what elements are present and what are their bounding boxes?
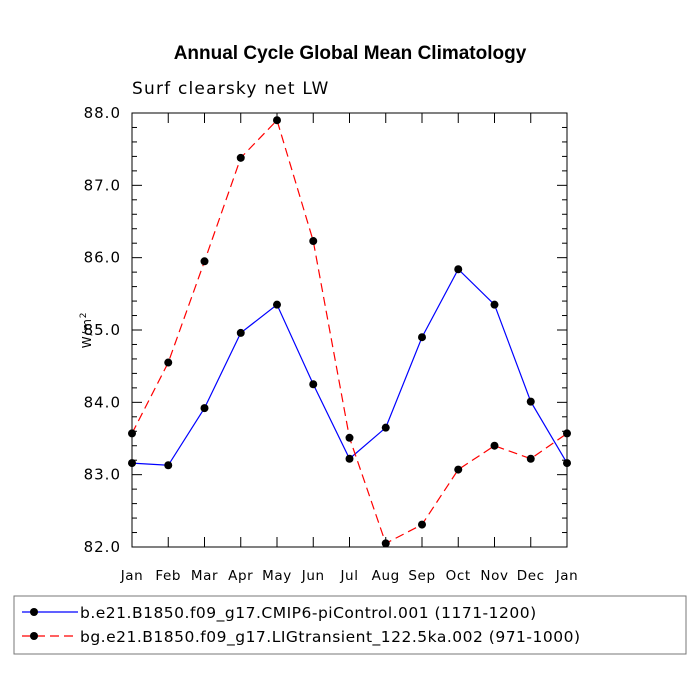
y-axis-label-base: W/m: [80, 318, 94, 348]
x-tick-label: Apr: [228, 568, 253, 584]
series-1-point: [164, 461, 173, 470]
series-2-point: [200, 257, 209, 266]
series-line-2: [131, 119, 568, 545]
x-tick-label: Jan: [555, 568, 579, 584]
legend-label-2: bg.e21.B1850.f09_g17.LIGtransient_122.5k…: [80, 628, 581, 647]
y-tick-label: 86.0: [84, 249, 121, 267]
y-tick-label: 82.0: [84, 538, 121, 556]
x-tick-label: Dec: [517, 568, 545, 584]
legend-marker-2: [30, 632, 38, 640]
legend-label-1: b.e21.B1850.f09_g17.CMIP6-piControl.001 …: [80, 604, 537, 623]
x-tick-label: Sep: [408, 568, 435, 584]
legend: b.e21.B1850.f09_g17.CMIP6-piControl.001 …: [22, 604, 581, 647]
series-1-point: [128, 459, 136, 468]
y-tick-label: 88.0: [84, 104, 121, 122]
series-1-point: [563, 459, 571, 468]
y-tick-label: 84.0: [84, 393, 121, 411]
chart-title: Annual Cycle Global Mean Climatology: [174, 43, 527, 64]
x-tick-label: May: [262, 568, 292, 584]
series-1-point: [236, 328, 245, 337]
series-1-point: [381, 423, 390, 432]
axis-ticks: Jan Feb Mar Apr May Jun Jul Aug Sep Oct Nov Dec Jan 8…: [84, 104, 579, 584]
series-1-point: [200, 404, 209, 413]
x-tick-label: Nov: [480, 568, 508, 584]
series-2-point: [309, 237, 318, 246]
chart-subtitle: Surf clearsky net LW: [132, 79, 329, 99]
plot-area: [128, 116, 571, 548]
plot-frame: [131, 112, 568, 548]
series-2-point: [273, 116, 281, 125]
series-1-point: [418, 333, 426, 342]
y-tick-label: 85.0: [84, 321, 121, 339]
series-2-point: [164, 358, 173, 367]
series-1-point: [454, 265, 463, 274]
y-tick-label: 87.0: [84, 176, 121, 194]
series-2-point: [345, 433, 354, 442]
series-2-point: [418, 520, 426, 529]
y-axis-label-superscript: 2: [79, 312, 89, 319]
series-2-point: [454, 465, 463, 474]
series-2-point: [128, 429, 136, 438]
series-2-point: [236, 153, 245, 162]
series-2-point: [490, 441, 499, 450]
x-tick-label: Jan: [120, 568, 144, 584]
series-2-point: [381, 539, 390, 548]
legend-marker-1: [30, 608, 38, 616]
series-1-point: [345, 454, 354, 463]
y-axis-label: W/m2: [79, 312, 94, 349]
x-tick-label: Oct: [446, 568, 471, 584]
x-tick-label: Jun: [301, 568, 325, 584]
y-tick-label: 83.0: [84, 466, 121, 484]
x-tick-label: Feb: [155, 568, 181, 584]
series-1-point: [273, 300, 281, 309]
series-2-point: [526, 454, 535, 463]
x-tick-label: Jul: [339, 568, 358, 584]
series-1-point: [309, 380, 318, 389]
series-1-point: [526, 397, 535, 406]
series-2-point: [563, 429, 571, 438]
series-1-point: [490, 300, 499, 309]
x-tick-label: Aug: [372, 568, 400, 584]
x-tick-label: Mar: [191, 568, 218, 584]
legend-box: [13, 595, 687, 655]
